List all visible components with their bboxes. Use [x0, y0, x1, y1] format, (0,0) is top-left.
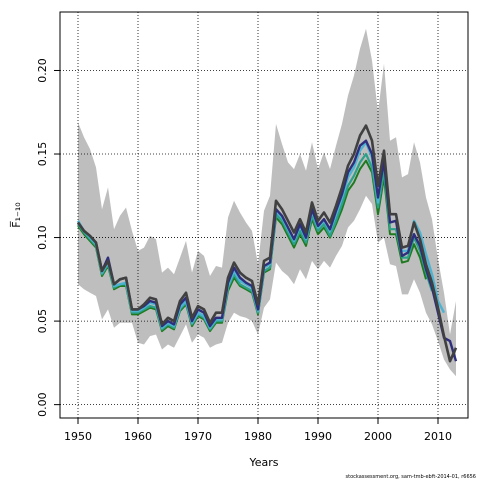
x-tick-label: 1990 — [304, 430, 332, 443]
y-tick-label: 0.20 — [36, 58, 49, 83]
x-tick-label: 1960 — [124, 430, 152, 443]
footer-credit: stockassessment.org, sam-tmb-ebft-2014-0… — [346, 474, 476, 480]
confidence-band — [78, 28, 456, 377]
x-axis: 1950 1960 1970 1980 1990 2000 2010 — [64, 417, 452, 443]
x-tick-label: 1980 — [244, 430, 272, 443]
y-tick-label: 0.05 — [36, 309, 49, 334]
x-tick-label: 2000 — [364, 430, 392, 443]
series-line-1 — [76, 124, 458, 363]
series-layer — [76, 124, 458, 363]
y-tick-label: 0.15 — [36, 142, 49, 167]
x-axis-title: Years — [248, 456, 278, 469]
y-tick-label: 0.10 — [36, 225, 49, 250]
x-tick-label: 1950 — [64, 430, 92, 443]
y-axis-title: F̅₁₋₁₀ — [10, 202, 23, 228]
x-tick-label: 2010 — [424, 430, 452, 443]
y-tick-label: 0.00 — [36, 392, 49, 417]
confidence-band-layer — [78, 28, 456, 377]
y-axis: 0.00 0.05 0.10 0.15 0.20 — [36, 58, 60, 417]
x-tick-label: 1970 — [184, 430, 212, 443]
